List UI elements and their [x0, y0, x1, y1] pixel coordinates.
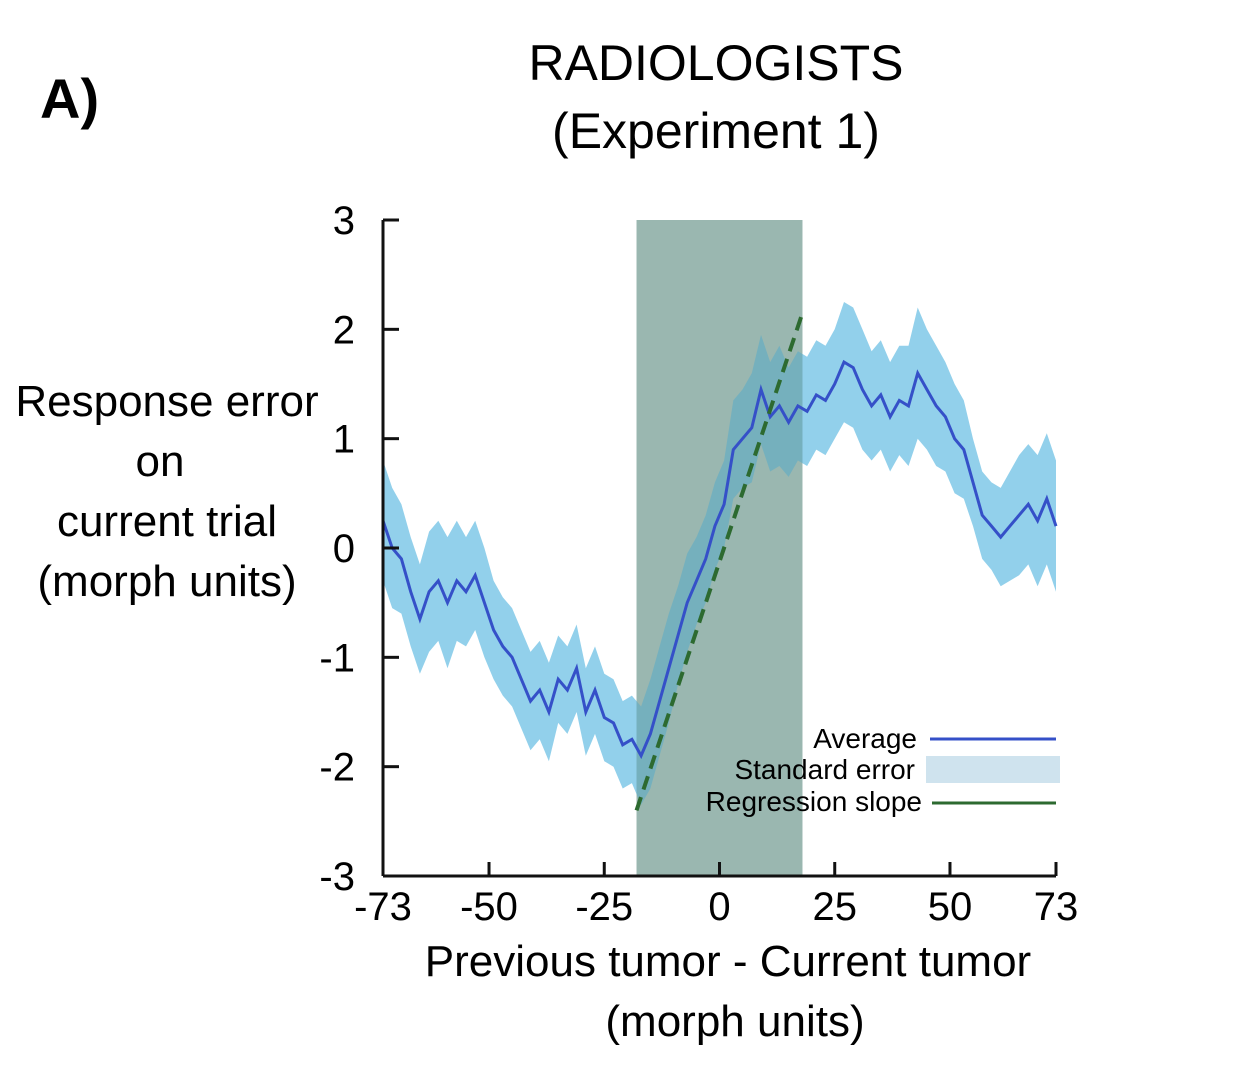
x-tick-label: -50 — [460, 885, 518, 929]
x-tick-label: 25 — [812, 885, 857, 929]
x-ticks: -73 -50 -25 0 25 50 73 — [354, 862, 1078, 929]
chart-title-line-1: RADIOLOGISTS — [528, 35, 903, 91]
legend-swatch-standard-error — [926, 756, 1060, 783]
standard-error-band — [383, 302, 1056, 805]
y-ticks: -3 -2 -1 0 1 2 3 — [319, 199, 399, 899]
y-axis-label-line-2: on — [136, 437, 185, 486]
panel-label: A) — [40, 67, 99, 130]
chart-title-line-2: (Experiment 1) — [552, 103, 880, 159]
highlight-region-overlay — [636, 220, 803, 876]
x-axis-label-line-1: Previous tumor - Current tumor — [425, 937, 1031, 986]
y-axis-label-line-1: Response error — [15, 377, 318, 426]
legend-label-standard-error: Standard error — [734, 754, 915, 785]
legend-label-regression-slope: Regression slope — [706, 786, 922, 817]
y-tick-label: -1 — [319, 636, 355, 680]
x-tick-label: -73 — [354, 885, 412, 929]
x-tick-label: 50 — [928, 885, 973, 929]
y-tick-label: 2 — [333, 308, 355, 352]
y-axis-label-line-4: (morph units) — [37, 557, 296, 606]
plot-area — [381, 220, 1058, 876]
y-tick-label: 3 — [333, 199, 355, 243]
x-tick-label: 73 — [1034, 885, 1079, 929]
x-tick-label: 0 — [708, 885, 730, 929]
y-tick-label: -3 — [319, 855, 355, 899]
y-tick-label: -2 — [319, 746, 355, 790]
x-axis-label-line-2: (morph units) — [605, 997, 864, 1046]
average-line — [381, 359, 1058, 760]
x-tick-label: -25 — [575, 885, 633, 929]
y-axis-label-line-3: current trial — [57, 497, 277, 546]
y-tick-label: 0 — [333, 527, 355, 571]
legend: Average Standard error Regression slope — [706, 723, 1060, 817]
legend-label-average: Average — [813, 723, 917, 754]
y-tick-label: 1 — [333, 418, 355, 462]
